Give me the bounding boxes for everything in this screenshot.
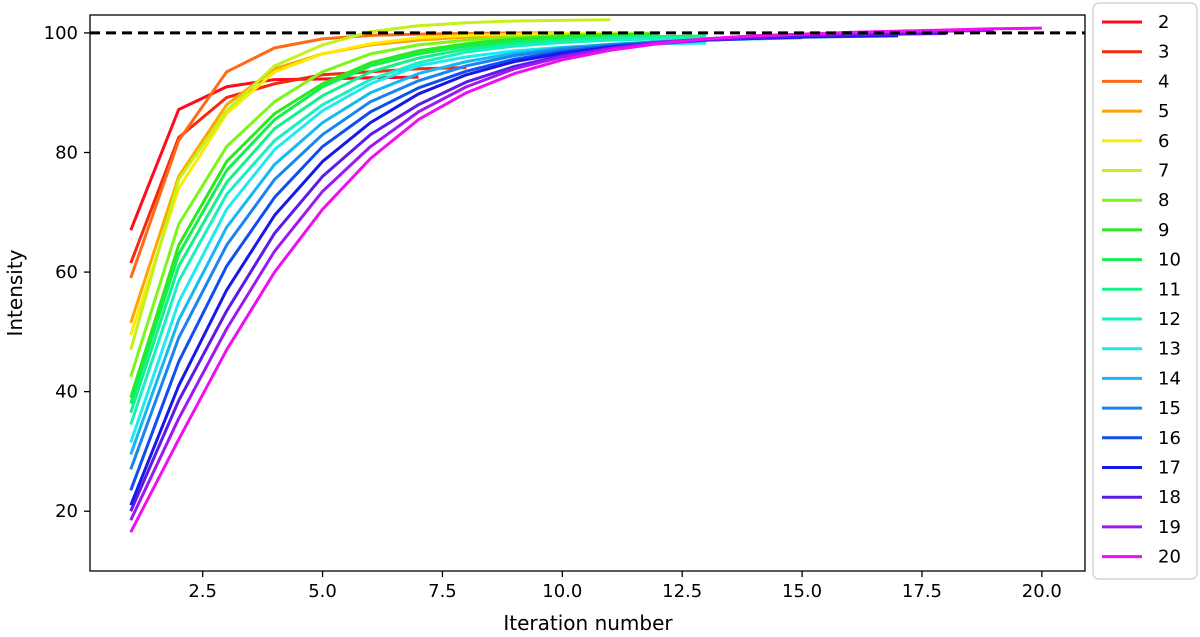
series-line-18: [129, 32, 946, 512]
legend-label: 20: [1158, 547, 1181, 568]
x-tick-label: 17.5: [902, 581, 942, 602]
legend-item-14: 14: [1102, 368, 1181, 389]
legend-item-4: 4: [1102, 71, 1169, 92]
y-tick-label: 60: [55, 262, 78, 283]
legend-item-10: 10: [1102, 250, 1181, 271]
legend-label: 5: [1158, 101, 1169, 122]
legend-label: 10: [1158, 250, 1181, 271]
legend-item-18: 18: [1102, 487, 1181, 508]
x-axis-ticks: 2.5 5.0 7.5 10.0 12.5 15.0 17.5 20.0: [188, 571, 1062, 602]
legend-item-6: 6: [1102, 131, 1169, 152]
legend-label: 15: [1158, 398, 1181, 419]
legend-label: 12: [1158, 309, 1181, 330]
y-tick-label: 20: [55, 501, 78, 522]
legend-item-20: 20: [1102, 547, 1181, 568]
legend-label: 9: [1158, 220, 1169, 241]
x-tick-label: 20.0: [1022, 581, 1062, 602]
legend-item-15: 15: [1102, 398, 1181, 419]
legend-item-9: 9: [1102, 220, 1169, 241]
series-line-16: [129, 34, 899, 491]
y-axis-ticks: 20 40 60 80 100: [44, 23, 90, 522]
series-line-11: [129, 34, 707, 414]
series-line-17: [129, 33, 899, 506]
y-tick-label: 40: [55, 382, 78, 403]
series-line-12: [129, 36, 707, 426]
legend-label: 7: [1158, 161, 1169, 182]
series-line-2: [129, 75, 419, 231]
series-line-19: [129, 29, 994, 521]
series-layer: [129, 18, 1042, 533]
y-tick-label: 100: [44, 23, 78, 44]
x-axis-label: Iteration number: [503, 611, 673, 635]
legend-item-3: 3: [1102, 42, 1169, 63]
series-line-9: [129, 32, 659, 399]
legend-items: 2 3 4 5 6 7 8 9 10 11 12 13 14 15 16 17 18 19 20: [1102, 12, 1181, 568]
legend-item-5: 5: [1102, 101, 1169, 122]
legend-frame: [1092, 2, 1198, 580]
legend-item-7: 7: [1102, 161, 1169, 182]
y-tick-label: 80: [55, 143, 78, 164]
legend-label: 18: [1158, 487, 1181, 508]
series-line-10: [129, 33, 659, 405]
legend-label: 8: [1158, 190, 1169, 211]
legend-item-11: 11: [1102, 279, 1181, 300]
legend-label: 17: [1158, 458, 1181, 479]
legend-label: 16: [1158, 428, 1181, 449]
y-axis-label: Intensity: [3, 249, 27, 336]
legend-item-12: 12: [1102, 309, 1181, 330]
legend-item-17: 17: [1102, 458, 1181, 479]
plot-area-frame: [89, 14, 1086, 572]
legend-label: 11: [1158, 279, 1181, 300]
legend: 2 3 4 5 6 7 8 9 10 11 12 13 14 15 16 17 18 19 20: [1092, 2, 1198, 580]
legend-item-2: 2: [1102, 12, 1169, 33]
x-tick-label: 12.5: [662, 581, 702, 602]
legend-label: 13: [1158, 339, 1181, 360]
legend-item-8: 8: [1102, 190, 1169, 211]
series-line-20: [129, 26, 1042, 533]
legend-label: 3: [1158, 42, 1169, 63]
x-tick-label: 10.0: [542, 581, 582, 602]
legend-label: 6: [1158, 131, 1169, 152]
legend-item-13: 13: [1102, 339, 1181, 360]
legend-label: 14: [1158, 368, 1181, 389]
legend-label: 4: [1158, 71, 1169, 92]
x-tick-label: 7.5: [428, 581, 457, 602]
legend-label: 2: [1158, 12, 1169, 33]
legend-item-16: 16: [1102, 428, 1181, 449]
x-tick-label: 15.0: [782, 581, 822, 602]
x-tick-label: 5.0: [308, 581, 337, 602]
x-tick-label: 2.5: [188, 581, 217, 602]
legend-item-19: 19: [1102, 517, 1181, 538]
legend-label: 19: [1158, 517, 1181, 538]
